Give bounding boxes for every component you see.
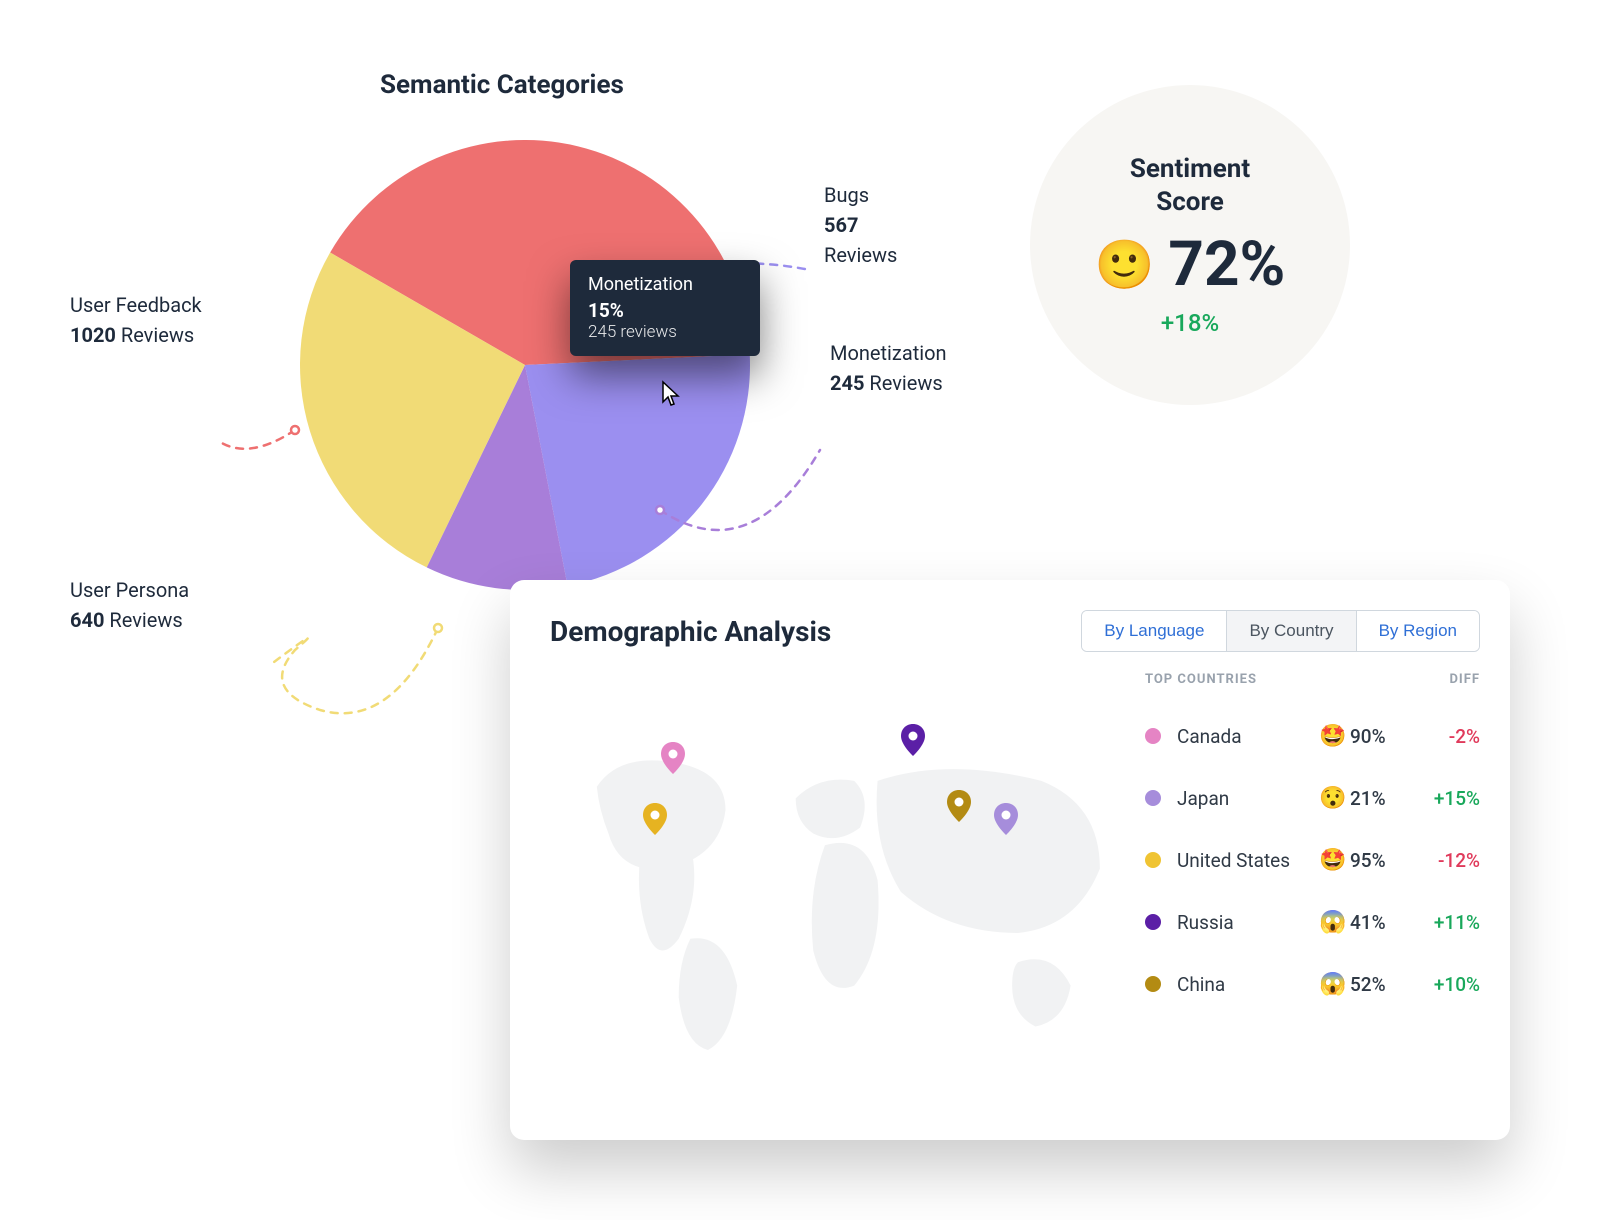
slice-reviews-suffix: Reviews bbox=[824, 243, 897, 267]
slice-count: 1020 bbox=[70, 323, 116, 347]
country-name: Canada bbox=[1177, 725, 1316, 748]
country-row[interactable]: United States🤩95%-12% bbox=[1145, 829, 1480, 891]
country-name: China bbox=[1177, 973, 1316, 996]
country-list: TOP COUNTRIES DIFF Canada🤩90%-2%Japan😯21… bbox=[1135, 672, 1480, 1112]
leader-dot bbox=[291, 426, 299, 434]
tooltip-name: Monetization bbox=[588, 274, 742, 295]
slice-label-user-feedback: User Feedback 1020 Reviews bbox=[70, 290, 202, 350]
country-dot-icon bbox=[1145, 728, 1161, 744]
tab-group: By LanguageBy CountryBy Region bbox=[1081, 610, 1480, 652]
map-pin-icon[interactable] bbox=[661, 742, 685, 778]
country-diff: -2% bbox=[1410, 725, 1480, 748]
tooltip-pct: 15% bbox=[588, 299, 624, 322]
country-name: Russia bbox=[1177, 911, 1316, 934]
country-diff: +11% bbox=[1410, 911, 1480, 934]
sentiment-title: Sentiment Score bbox=[1130, 153, 1250, 218]
tab-by-region[interactable]: By Region bbox=[1357, 611, 1479, 651]
map-pin-icon[interactable] bbox=[901, 724, 925, 760]
slice-count: 640 bbox=[70, 608, 104, 632]
sentiment-score-card: Sentiment Score 🙂 72% +18% bbox=[1030, 85, 1350, 405]
country-score: 21% bbox=[1350, 787, 1410, 810]
leader-line bbox=[220, 430, 295, 449]
header-diff: DIFF bbox=[1400, 672, 1480, 687]
country-row[interactable]: Russia😱41%+11% bbox=[1145, 891, 1480, 953]
sentiment-delta: +18% bbox=[1161, 309, 1219, 337]
tab-by-country[interactable]: By Country bbox=[1227, 611, 1356, 651]
tab-by-language[interactable]: By Language bbox=[1082, 611, 1227, 651]
pie-svg bbox=[300, 140, 750, 590]
sentiment-emoji-icon: 😱 bbox=[1316, 972, 1350, 997]
country-dot-icon bbox=[1145, 852, 1161, 868]
panel-title: Demographic Analysis bbox=[550, 615, 831, 648]
leader-line bbox=[270, 628, 438, 713]
country-name: Japan bbox=[1177, 787, 1316, 810]
sentiment-title-l2: Score bbox=[1156, 187, 1224, 217]
slice-name: Monetization bbox=[830, 338, 947, 368]
sentiment-emoji-icon: 🤩 bbox=[1316, 848, 1350, 873]
slice-reviews-suffix: Reviews bbox=[104, 608, 182, 632]
country-diff: +10% bbox=[1410, 973, 1480, 996]
slice-reviews-suffix: Reviews bbox=[116, 323, 194, 347]
country-dot-icon bbox=[1145, 914, 1161, 930]
slice-name: Bugs bbox=[824, 180, 897, 210]
cursor-icon bbox=[655, 380, 681, 410]
country-row[interactable]: Japan😯21%+15% bbox=[1145, 767, 1480, 829]
sentiment-emoji-icon: 😯 bbox=[1316, 786, 1350, 811]
map-pin-icon[interactable] bbox=[643, 803, 667, 839]
country-diff: -12% bbox=[1410, 849, 1480, 872]
country-name: United States bbox=[1177, 849, 1316, 872]
slice-count: 567 bbox=[824, 213, 858, 237]
map-pin-icon[interactable] bbox=[994, 803, 1018, 839]
country-dot-icon bbox=[1145, 976, 1161, 992]
sentiment-emoji-icon: 😱 bbox=[1316, 910, 1350, 935]
country-score: 52% bbox=[1350, 973, 1410, 996]
world-map bbox=[550, 672, 1135, 1112]
demographic-analysis-panel: Demographic Analysis By LanguageBy Count… bbox=[510, 580, 1510, 1140]
sentiment-percent: 72% bbox=[1168, 228, 1285, 301]
slice-count: 245 bbox=[830, 371, 864, 395]
pie-tooltip: Monetization 15% 245 reviews bbox=[570, 260, 760, 356]
sentiment-title-l1: Sentiment bbox=[1130, 154, 1250, 184]
map-svg bbox=[550, 672, 1135, 1112]
chart-title: Semantic Categories bbox=[380, 70, 624, 100]
slice-name: User Feedback bbox=[70, 290, 202, 320]
header-countries: TOP COUNTRIES bbox=[1145, 672, 1400, 687]
slice-label-user-persona: User Persona 640 Reviews bbox=[70, 575, 189, 635]
country-score: 90% bbox=[1350, 725, 1410, 748]
country-score: 95% bbox=[1350, 849, 1410, 872]
country-row[interactable]: China😱52%+10% bbox=[1145, 953, 1480, 1015]
country-dot-icon bbox=[1145, 790, 1161, 806]
map-pin-icon[interactable] bbox=[947, 790, 971, 826]
country-score: 41% bbox=[1350, 911, 1410, 934]
slice-name: User Persona bbox=[70, 575, 189, 605]
sentiment-emoji-icon: 🤩 bbox=[1316, 724, 1350, 749]
country-diff: +15% bbox=[1410, 787, 1480, 810]
leader-dot bbox=[434, 624, 442, 632]
tooltip-count: 245 reviews bbox=[588, 322, 742, 342]
sentiment-emoji-icon: 🙂 bbox=[1095, 241, 1155, 289]
slice-label-bugs: Bugs 567 Reviews bbox=[824, 180, 897, 270]
country-row[interactable]: Canada🤩90%-2% bbox=[1145, 705, 1480, 767]
slice-reviews-suffix: Reviews bbox=[864, 371, 942, 395]
slice-label-monetization: Monetization 245 Reviews bbox=[830, 338, 947, 398]
